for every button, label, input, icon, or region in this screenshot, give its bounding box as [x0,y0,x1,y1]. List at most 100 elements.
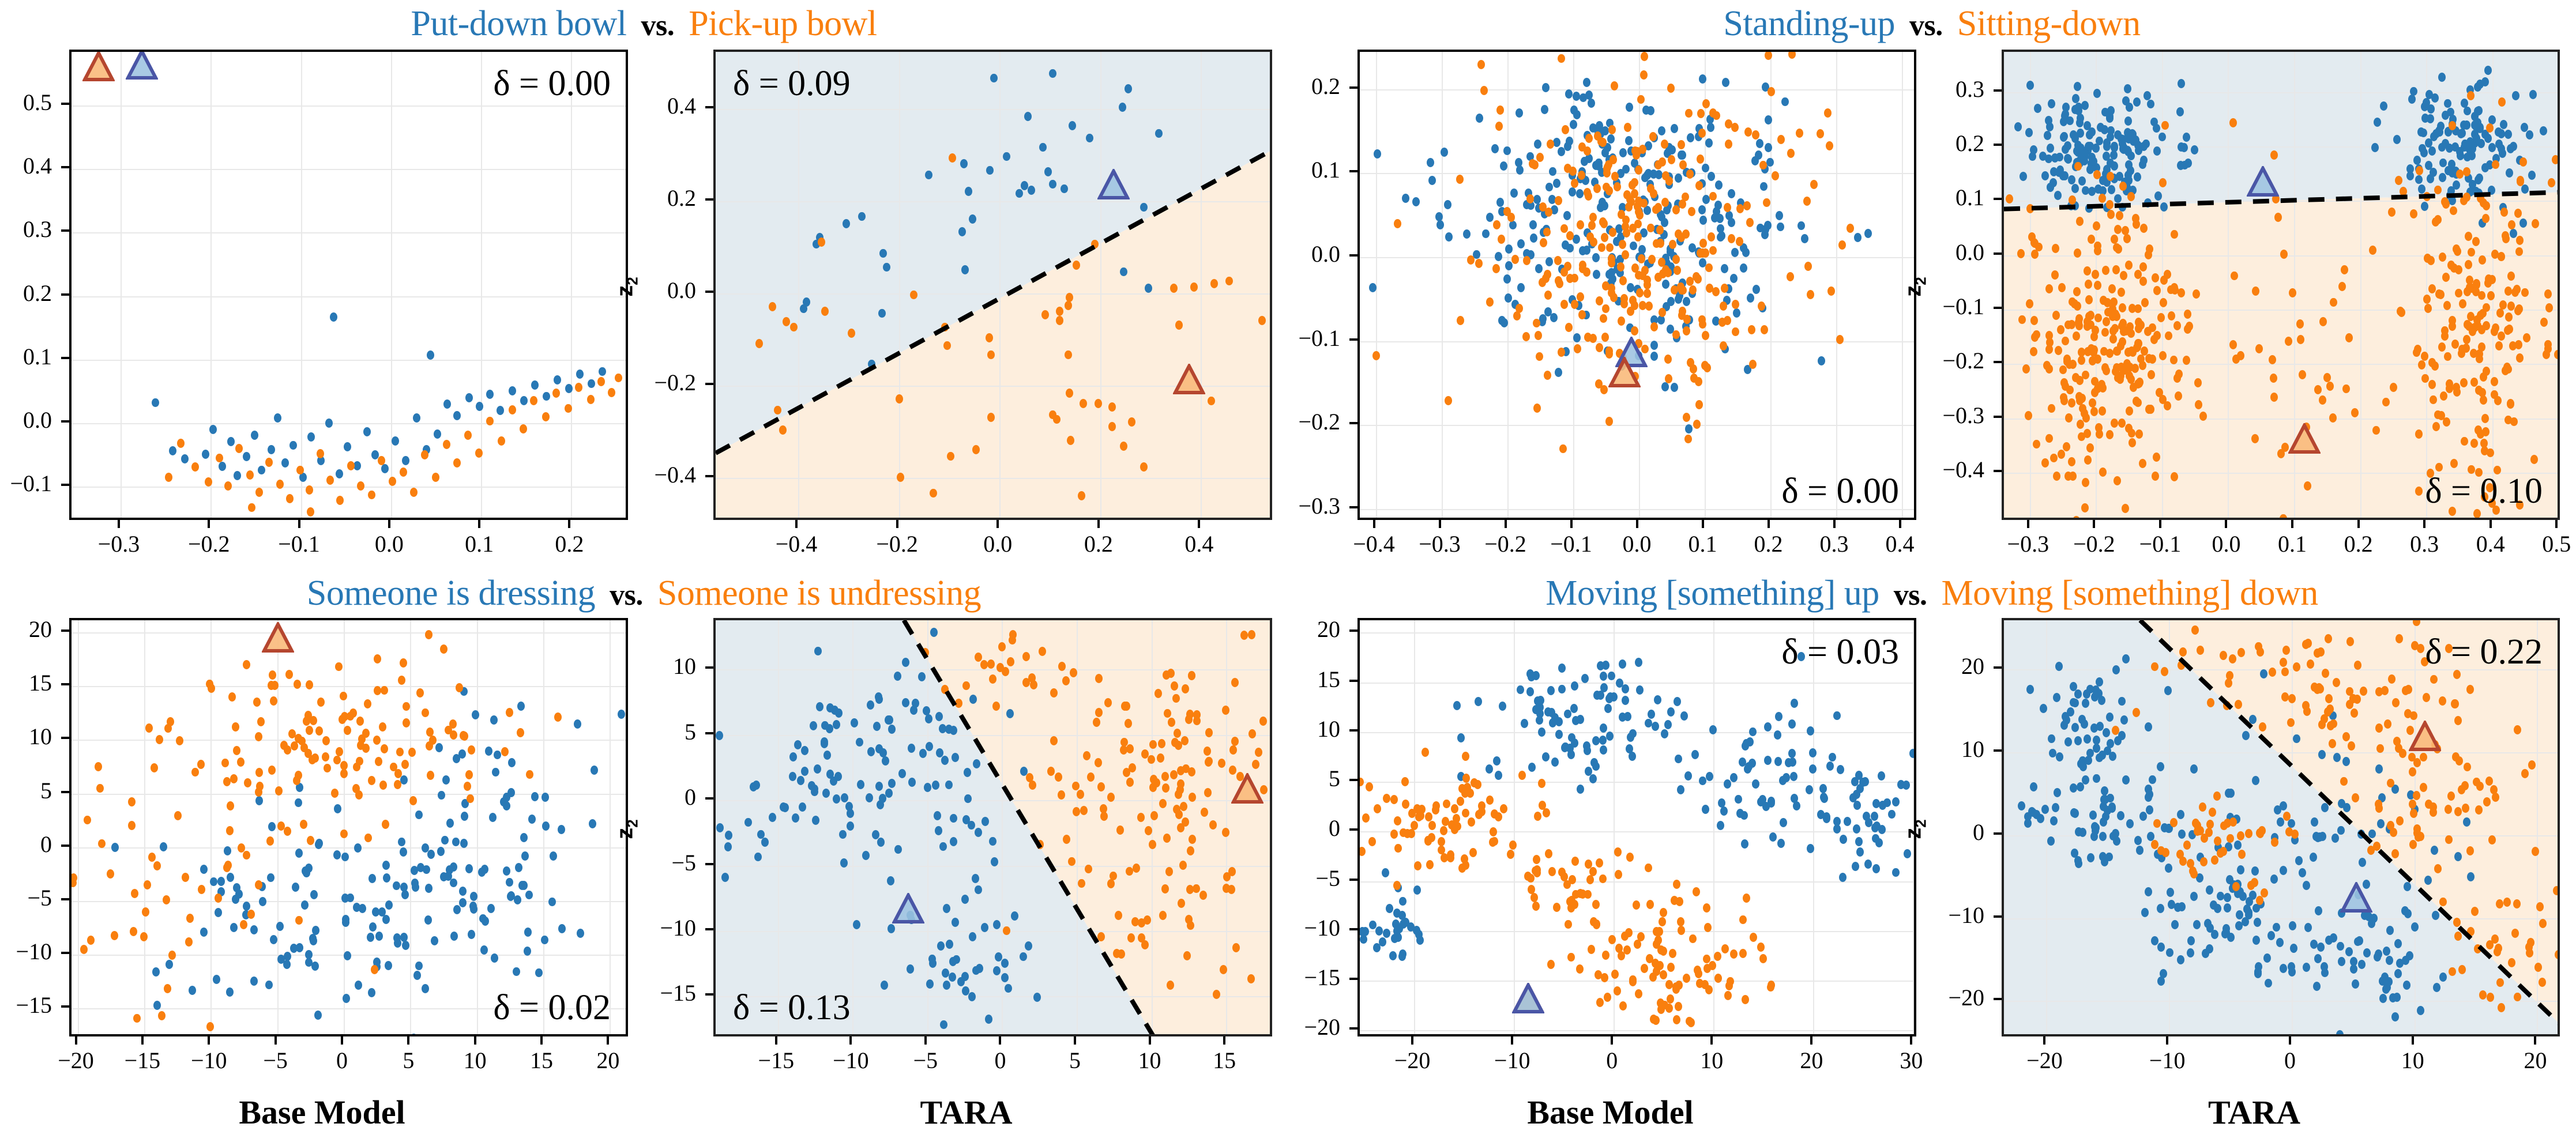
scatter-point [552,389,561,398]
scatter-point [1609,228,1617,237]
scatter-point [1576,189,1584,199]
scatter-point [1764,722,1772,732]
scatter-point [1450,804,1458,813]
scatter-point [1492,263,1500,273]
scatter-point [1407,922,1415,932]
x-tick [388,520,390,528]
scatter-point [1362,927,1370,937]
y-tick [61,229,69,232]
centroid-triangle-shape [1512,983,1545,1014]
x-tick-label: 20 [2524,1047,2547,1073]
scatter-point [1593,131,1601,141]
scatter-point [1413,885,1421,895]
scatter-point [1761,325,1769,334]
scatter-point [1576,785,1584,794]
panel-2: δ = 0.09 −0.4 −0.2 0.0 0.2 0.4 −0.4 −0.2 0.0 0.2 0… [612,40,1288,571]
scatter-point [225,826,234,835]
scatter-point [265,458,273,468]
scatter-point [1744,127,1752,137]
scatter-point [254,732,262,742]
scatter-point [479,914,487,923]
gridline-vertical [1375,52,1377,518]
plot-area [713,618,1272,1036]
plot-area [1357,50,1916,520]
scatter-point [427,850,435,859]
x-tick [1611,1036,1614,1045]
scatter-point [1064,350,1072,360]
scatter-point [1747,293,1755,303]
scatter-point [1052,414,1061,424]
blue-centroid-triangle [892,893,925,924]
scatter-point [524,928,532,937]
panel-1: δ = 0.00 −0.3 −0.2 −0.1 0.0 0.1 0.2 −0.1 0.0 0.1 0… [0,40,644,571]
scatter-point [1602,281,1610,291]
scatter-point [909,290,917,300]
scatter-point [461,812,469,821]
scatter-point [1386,904,1394,914]
scatter-point [1644,863,1652,873]
scatter-point [1584,191,1592,201]
scatter-point [1677,926,1685,935]
scatter-point [1687,133,1695,143]
scatter-point [465,393,473,402]
scatter-point [1563,709,1571,719]
scatter-point [1795,129,1803,138]
scatter-point [1428,176,1436,186]
orange-centroid-triangle [261,621,294,653]
scatter-point [400,775,408,785]
scatter-point [1477,60,1485,69]
y-tick-label: 10 [673,653,696,680]
scatter-point [1605,186,1613,196]
scatter-point [1701,331,1709,341]
scatter-point [331,789,339,798]
scatter-point [958,227,967,236]
scatter-point [283,827,291,836]
scatter-point [411,866,419,876]
scatter-point [206,1022,214,1032]
scatter-point [1664,720,1672,730]
scatter-point [250,976,258,986]
scatter-point [1557,54,1565,63]
scatter-point [1617,262,1625,272]
scatter-point [1745,762,1753,771]
scatter-point [1646,900,1654,910]
scatter-point [1378,937,1386,947]
scatter-point [497,405,505,415]
scatter-point [1529,233,1537,243]
scatter-point [1634,165,1642,175]
scatter-point [1634,270,1642,280]
scatter-point [237,843,245,853]
group-title-orange-label: Someone is undressing [657,574,981,613]
scatter-point [1625,744,1633,754]
x-tick [2166,1036,2169,1045]
scatter-point [130,926,138,936]
scatter-point [1775,712,1783,721]
scatter-point [896,473,904,482]
scatter-point [1595,120,1603,130]
scatter-point [423,865,431,874]
scatter-point [588,379,596,389]
scatter-point [344,726,352,735]
scatter-point [441,835,449,845]
x-tick [540,1036,543,1045]
scatter-point [558,924,566,933]
scatter-point [508,386,516,395]
scatter-point [800,304,808,314]
gridline-horizontal [72,169,626,170]
scatter-point [1536,352,1544,361]
scatter-point [446,818,454,828]
scatter-point [531,791,539,801]
scatter-point [1646,223,1654,233]
scatter-point [1066,293,1074,303]
scatter-point [197,885,205,894]
gridline-vertical [390,52,392,518]
scatter-point [1503,146,1511,156]
scatter-point [1714,200,1723,210]
scatter-point [531,380,539,390]
scatter-point [554,713,562,722]
scatter-point [182,872,190,882]
scatter-point [1686,277,1694,286]
scatter-point [295,848,303,858]
scatter-point [1693,420,1701,429]
scatter-point [316,448,324,458]
